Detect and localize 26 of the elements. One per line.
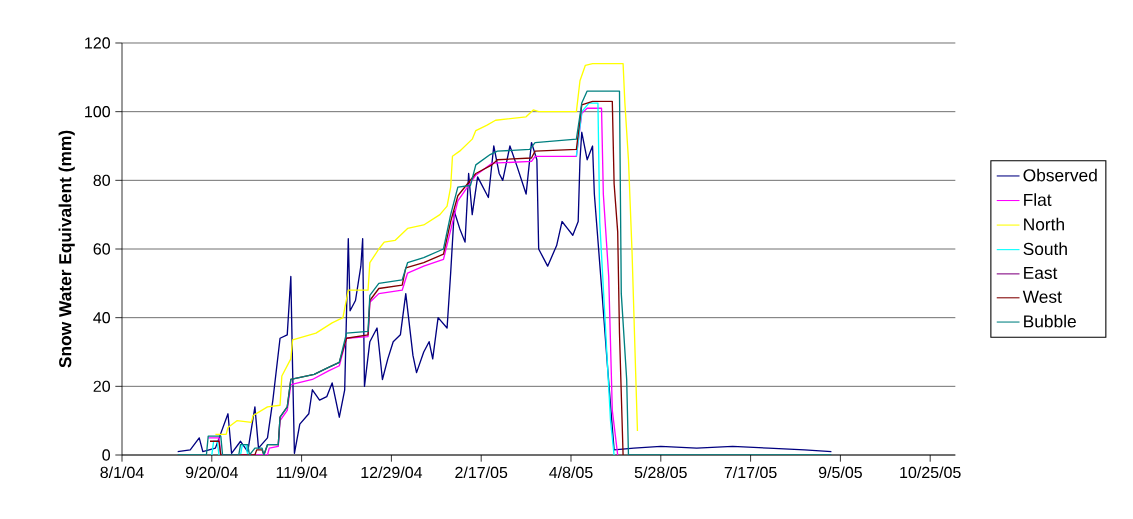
legend-label: West	[1022, 290, 1062, 303]
x-tick-label: 2/17/05	[455, 466, 508, 479]
y-tick-label: 60	[93, 243, 110, 255]
legend-label: Flat	[1024, 193, 1052, 206]
x-tick-label: 11/9/04	[276, 466, 328, 479]
y-tick-label: 80	[93, 174, 110, 186]
x-tick-label: 5/28/05	[634, 466, 687, 479]
legend-label: East	[1024, 266, 1058, 280]
legend-label: Bubble	[1024, 314, 1076, 328]
x-tick-label: 9/20/04	[185, 466, 239, 479]
x-tick-label: 12/29/04	[361, 466, 423, 479]
x-tick-label: 7/17/05	[724, 466, 777, 479]
legend-label: Observed	[1023, 168, 1097, 182]
y-tick-label: 20	[93, 380, 110, 392]
y-tick-label: 0	[102, 449, 111, 461]
x-tick-label: 8/1/04	[100, 466, 144, 479]
y-tick-label: 100	[85, 106, 110, 118]
x-tick-label: 10/25/05	[900, 466, 961, 479]
line-series	[214, 62, 639, 436]
legend-label: South	[1023, 242, 1067, 256]
x-tick-label: 9/5/05	[818, 466, 862, 479]
y-axis-title: Snow Water Equivalent (mm)	[58, 130, 75, 368]
y-tick-label: 120	[85, 37, 110, 49]
legend-label: North	[1024, 217, 1064, 231]
y-tick-label: 40	[93, 312, 110, 324]
x-tick-label: 4/8/05	[549, 466, 593, 479]
